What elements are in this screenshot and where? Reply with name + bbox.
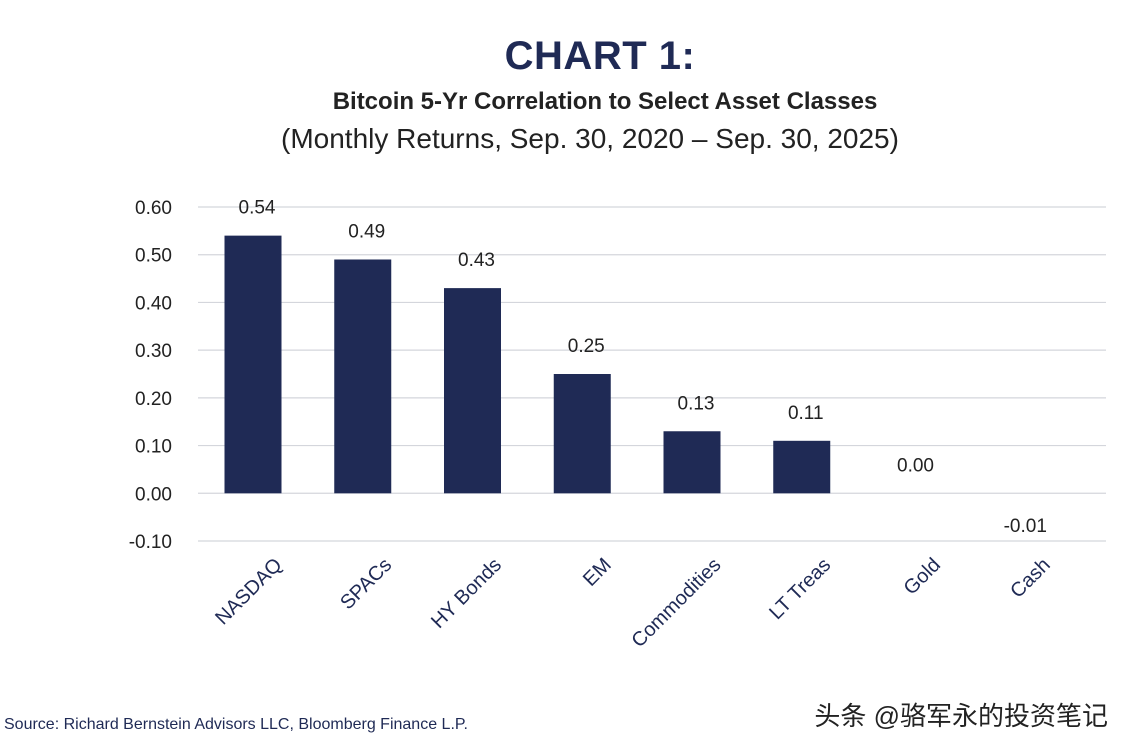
y-tick-label: -0.10 bbox=[129, 532, 172, 553]
bar bbox=[334, 259, 392, 494]
y-tick-label: 0.20 bbox=[135, 389, 172, 410]
chart-title: CHART 1: bbox=[504, 34, 696, 78]
data-label: 0.00 bbox=[897, 455, 934, 476]
chart-subtitle-date-range: (Monthly Returns, Sep. 30, 2020 – Sep. 3… bbox=[281, 123, 899, 154]
bar bbox=[553, 374, 611, 494]
y-tick-label: 0.10 bbox=[135, 437, 172, 458]
x-tick-label: SPACs bbox=[336, 554, 396, 614]
bar bbox=[773, 440, 831, 494]
watermark: 头条 @骆军永的投资笔记 bbox=[814, 701, 1108, 731]
y-tick-label: 0.40 bbox=[135, 293, 172, 314]
chart-subtitle: Bitcoin 5-Yr Correlation to Select Asset… bbox=[332, 88, 878, 115]
x-tick-label: Cash bbox=[1006, 554, 1055, 603]
bar bbox=[224, 235, 282, 494]
x-tick-label: Commodities bbox=[627, 554, 725, 652]
source-note: Source: Richard Bernstein Advisors LLC, … bbox=[4, 716, 468, 733]
x-tick-label: EM bbox=[579, 554, 616, 591]
y-tick-label: 0.50 bbox=[135, 246, 172, 267]
bar bbox=[444, 288, 501, 494]
x-tick-label: NASDAQ bbox=[211, 554, 286, 629]
data-label: 0.54 bbox=[239, 198, 276, 219]
data-label: 0.13 bbox=[678, 393, 715, 414]
data-label: 0.11 bbox=[788, 403, 824, 424]
data-label: -0.01 bbox=[1004, 516, 1047, 537]
y-tick-label: 0.30 bbox=[135, 341, 172, 362]
x-tick-label: Gold bbox=[900, 554, 945, 599]
data-label: 0.49 bbox=[348, 221, 385, 242]
x-tick-label: LT Treas bbox=[765, 554, 835, 624]
x-tick-label: HY Bonds bbox=[427, 554, 506, 633]
y-tick-label: 0.60 bbox=[135, 198, 172, 219]
y-tick-label: 0.00 bbox=[135, 484, 172, 505]
data-label: 0.25 bbox=[568, 336, 605, 357]
data-label: 0.43 bbox=[458, 250, 495, 271]
bar bbox=[663, 431, 721, 494]
